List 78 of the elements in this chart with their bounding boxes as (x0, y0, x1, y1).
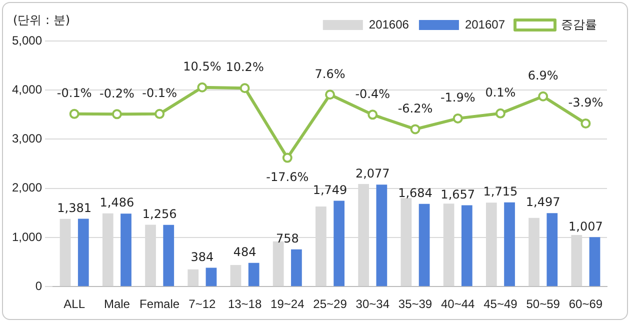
data-label: 384 (190, 250, 214, 264)
bar (272, 241, 284, 286)
data-label: 10.2% (226, 60, 264, 74)
y-tick-label: 0 (35, 278, 42, 293)
x-tick-label: 45~49 (484, 297, 518, 312)
data-label: -0.4% (355, 86, 390, 101)
point (410, 124, 420, 134)
point (325, 90, 336, 100)
y-tick-label: 4,000 (12, 82, 42, 96)
x-tick-label: 19~24 (270, 297, 305, 312)
data-label: 1,497 (526, 195, 560, 210)
data-label: -3.9% (568, 96, 604, 110)
x-tick-label: ALL (64, 297, 86, 312)
bar (78, 218, 89, 286)
data-label: 1,486 (100, 196, 134, 210)
y-tick-label: 3,000 (12, 132, 42, 146)
x-tick-label: 30~34 (356, 297, 390, 312)
bar (589, 237, 600, 286)
data-label: 1,256 (142, 207, 177, 222)
bar (546, 213, 558, 286)
data-label: -0.2% (100, 86, 134, 100)
data-label: 758 (276, 231, 299, 246)
bar (188, 269, 199, 286)
data-label: 10.5% (183, 59, 222, 74)
y-axis-title: (단위 : 분) (13, 13, 70, 28)
point (240, 83, 250, 94)
x-tick-label: 60~69 (568, 297, 603, 312)
x-tick-label: 13~18 (228, 297, 262, 312)
data-label: 1,007 (568, 219, 603, 234)
bar (163, 224, 174, 286)
bar (376, 184, 388, 286)
data-label: 6.9% (528, 68, 558, 83)
bar (120, 214, 132, 286)
x-tick-label: 50~59 (526, 297, 560, 312)
point (368, 110, 378, 120)
point (197, 82, 208, 92)
data-label: 484 (233, 244, 256, 259)
data-label: 1,657 (440, 187, 476, 202)
x-tick-label: Male (104, 297, 130, 312)
bar (461, 205, 472, 286)
x-tick-label: 7~12 (188, 297, 216, 312)
data-label: -6.2% (398, 101, 433, 116)
point (452, 113, 463, 124)
point (580, 118, 591, 128)
point (538, 91, 548, 102)
point (69, 108, 80, 119)
y-tick-label: 2,000 (12, 180, 42, 195)
bar (291, 249, 302, 286)
x-tick-label: Female (140, 297, 180, 312)
data-label: -0.1% (56, 86, 92, 100)
bar (504, 202, 515, 286)
data-label: 0.1% (485, 86, 516, 100)
data-label: -1.9% (440, 90, 476, 105)
bar (418, 204, 430, 286)
data-label: 1,715 (483, 184, 518, 198)
y-tick-label: 1,000 (12, 230, 42, 244)
bar (248, 262, 260, 286)
bar (334, 200, 345, 286)
data-label: 2,077 (355, 166, 390, 181)
x-tick-label: 35~39 (398, 297, 432, 312)
legend-label: 201606 (368, 17, 410, 32)
bar (230, 264, 242, 286)
y-tick-label: 5,000 (12, 33, 42, 48)
point (154, 108, 165, 119)
point (495, 108, 506, 118)
data-label: 1,749 (312, 182, 348, 197)
data-label: 1,381 (57, 200, 92, 215)
data-label: 7.6% (314, 66, 346, 81)
point (282, 152, 292, 163)
legend-label: 201607 (464, 17, 506, 32)
bar (206, 268, 217, 286)
x-tick-label: 40~44 (441, 297, 476, 312)
data-label: 1,684 (398, 186, 432, 200)
legend-label: 증감률 (561, 17, 597, 32)
data-label: -0.1% (142, 86, 177, 100)
x-tick-label: 25~29 (313, 297, 348, 312)
data-label: -17.6% (266, 170, 309, 184)
point (112, 109, 122, 120)
